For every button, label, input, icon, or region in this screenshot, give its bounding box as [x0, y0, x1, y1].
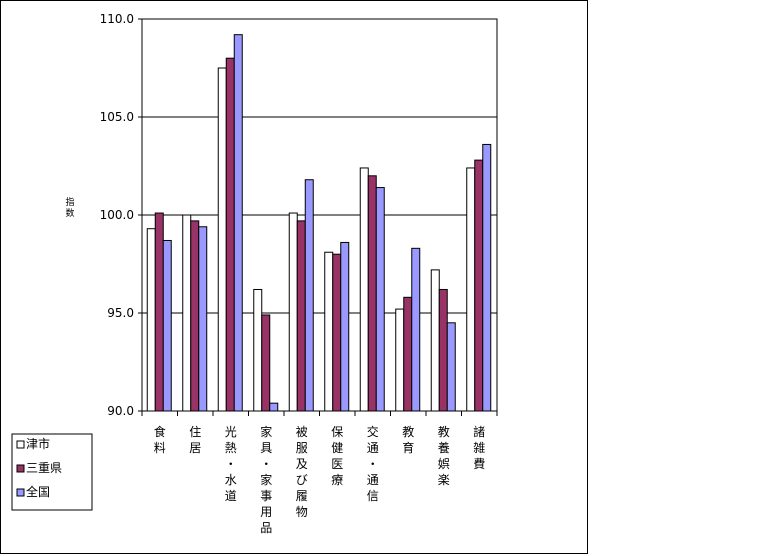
bar-9-series-3	[446, 322, 456, 412]
bar-8-series-1	[395, 308, 405, 412]
bar-5-series-3	[304, 179, 314, 412]
category-label-3: 光熱・水道	[225, 425, 237, 503]
bar-2-series-1	[182, 214, 192, 412]
y-axis-label-char-0: 指	[65, 196, 74, 208]
y-axis-label-char-1: 数	[65, 207, 74, 219]
bar-4-series-1	[253, 288, 263, 412]
category-label-7: 交通・通信	[367, 424, 379, 503]
category-label-10: 諸雑費	[473, 424, 485, 471]
category-label-4: 家具・家事用品	[260, 424, 272, 535]
legend-swatch-2	[16, 464, 25, 473]
bar-4-series-2	[261, 314, 271, 412]
bar-3-series-1	[217, 67, 227, 412]
legend-swatch-3	[16, 488, 25, 497]
category-label-5: 被服及び履物	[296, 425, 308, 519]
bar-1-series-2	[154, 212, 164, 412]
chart-frame	[0, 0, 588, 554]
y-tick-label-1: 95.0	[107, 306, 134, 320]
bar-10-series-2	[474, 159, 484, 412]
bar-10-series-3	[482, 143, 492, 412]
bar-7-series-2	[367, 175, 377, 412]
bar-2-series-3	[198, 226, 208, 412]
bar-6-series-1	[324, 251, 334, 412]
bar-3-series-2	[225, 57, 235, 412]
legend-label-2: 三重県	[26, 461, 62, 475]
y-tick-label-3: 105.0	[100, 110, 134, 124]
bar-3-series-3	[233, 34, 243, 412]
legend-label-1: 津市	[26, 436, 50, 451]
legend-box	[11, 433, 93, 511]
bar-8-series-2	[403, 296, 413, 412]
bar-1-series-3	[162, 239, 172, 412]
bar-6-series-2	[332, 253, 342, 412]
bar-7-series-3	[375, 187, 385, 412]
bar-10-series-1	[466, 167, 476, 412]
bar-9-series-2	[438, 288, 448, 412]
category-label-9: 教養娯楽	[438, 424, 450, 487]
bar-5-series-1	[288, 212, 298, 412]
bar-1-series-1	[146, 228, 156, 412]
y-tick-label-2: 100.0	[100, 208, 134, 222]
bar-5-series-2	[296, 220, 306, 412]
bar-4-series-3	[269, 402, 279, 412]
bar-7-series-1	[359, 167, 369, 412]
category-label-1: 食料	[154, 424, 166, 455]
legend-swatch-1	[16, 440, 25, 449]
category-label-8: 教育	[402, 424, 414, 455]
bar-2-series-2	[190, 220, 200, 412]
category-label-2: 住居	[189, 425, 201, 455]
bar-9-series-1	[430, 269, 440, 412]
category-label-6: 保健医療	[331, 425, 343, 487]
bar-8-series-3	[411, 247, 421, 412]
y-tick-label-4: 110.0	[100, 12, 134, 26]
bar-6-series-3	[340, 241, 350, 412]
legend-label-3: 全国	[26, 484, 50, 499]
y-tick-label-0: 90.0	[107, 404, 134, 418]
